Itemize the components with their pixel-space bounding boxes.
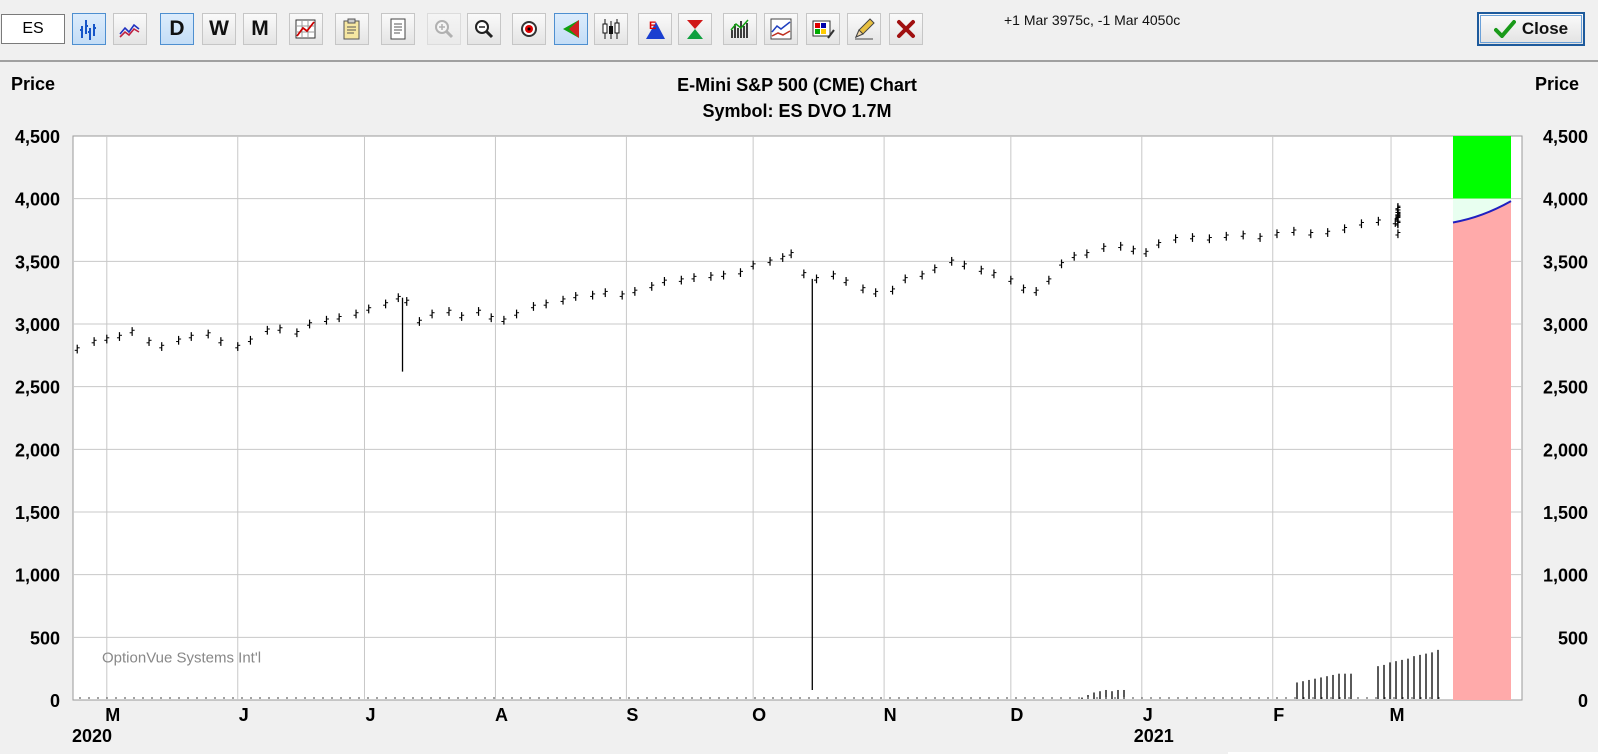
left-axis-title: Price bbox=[11, 74, 56, 94]
transition-zone bbox=[1453, 198, 1511, 223]
x-tick-label: M bbox=[105, 705, 120, 725]
x-tick-label: D bbox=[1010, 705, 1023, 725]
volume-button[interactable] bbox=[723, 13, 757, 45]
projection-line bbox=[1452, 200, 1512, 224]
y-tick-label-left: 3,000 bbox=[15, 315, 60, 335]
weekly-button-label: W bbox=[209, 17, 229, 40]
arrow-tool-button[interactable] bbox=[554, 13, 588, 45]
zoom-in-icon bbox=[435, 20, 454, 39]
line-chart-button[interactable] bbox=[113, 13, 147, 45]
symbol-input[interactable] bbox=[1, 14, 65, 44]
y-tick-label-left: 4,500 bbox=[15, 127, 60, 147]
y-tick-label-right: 4,500 bbox=[1543, 127, 1588, 147]
monthly-button-label: M bbox=[251, 17, 269, 40]
status-bar-edge bbox=[1228, 752, 1598, 754]
x-tick-label: S bbox=[626, 705, 638, 725]
target-icon bbox=[521, 21, 537, 37]
x-tick-label: J bbox=[239, 705, 249, 725]
y-tick-label-right: 4,000 bbox=[1543, 190, 1588, 210]
checkmark-icon bbox=[1493, 20, 1516, 38]
x-tick-label: N bbox=[884, 705, 897, 725]
print-button[interactable] bbox=[381, 13, 415, 45]
bar-chart-icon bbox=[80, 20, 96, 40]
draw-button[interactable] bbox=[847, 13, 881, 45]
y-tick-label-right: 2,000 bbox=[1543, 440, 1588, 460]
y-tick-label-right: 3,500 bbox=[1543, 252, 1588, 272]
delete-button[interactable] bbox=[889, 13, 923, 45]
chart-title: E-Mini S&P 500 (CME) Chart bbox=[677, 75, 917, 95]
x-tick-label: J bbox=[1143, 705, 1153, 725]
target-button[interactable] bbox=[512, 13, 546, 45]
earnings-button[interactable]: E bbox=[638, 13, 672, 45]
price-chart[interactable]: 0 0 500 500 1,000 1,000 1,500 1,500 2,000 2,000 2,… bbox=[0, 60, 1598, 754]
toolbar: D WM E +1 Mar 3975c, -1 Mar 4050c Close bbox=[0, 0, 1598, 62]
y-tick-label-left: 2,500 bbox=[15, 378, 60, 398]
y-tick-label-left: 2,000 bbox=[15, 440, 60, 460]
zoom-out-icon bbox=[475, 20, 494, 39]
pencil-icon bbox=[855, 18, 875, 40]
right-axis-title: Price bbox=[1535, 74, 1580, 94]
close-button[interactable]: Close bbox=[1477, 12, 1585, 46]
x-tick-label: F bbox=[1273, 705, 1284, 725]
candlestick-icon bbox=[602, 19, 620, 39]
indicators-button[interactable] bbox=[764, 13, 798, 45]
copy-button[interactable] bbox=[335, 13, 369, 45]
y-tick-label-left: 500 bbox=[30, 628, 60, 648]
green-arrow-icon bbox=[563, 20, 579, 38]
chart-subtitle: Symbol: ES DVO 1.7M bbox=[702, 101, 892, 121]
x-tick-label: M bbox=[1390, 705, 1405, 725]
hourglass-button[interactable] bbox=[678, 13, 712, 45]
clipboard-icon bbox=[343, 18, 360, 40]
year-label: 2020 bbox=[72, 726, 112, 746]
upper-zone bbox=[1453, 136, 1511, 199]
y-tick-label-right: 500 bbox=[1558, 628, 1588, 648]
monthly-button[interactable]: M bbox=[243, 13, 277, 45]
volume-bars-icon bbox=[730, 19, 749, 38]
y-tick-label-right: 1,000 bbox=[1543, 566, 1588, 586]
chart-grid-icon bbox=[295, 19, 316, 39]
x-tick-label: J bbox=[365, 705, 375, 725]
weekly-button[interactable]: W bbox=[202, 13, 236, 45]
hourglass-icon bbox=[687, 20, 703, 39]
indicator-chart-icon bbox=[770, 18, 792, 40]
year-label: 2021 bbox=[1134, 726, 1174, 746]
document-icon bbox=[390, 18, 406, 40]
y-tick-label-left: 4,000 bbox=[15, 190, 60, 210]
y-tick-label-right: 3,000 bbox=[1543, 315, 1588, 335]
y-tick-label-left: 1,000 bbox=[15, 566, 60, 586]
earnings-e-icon: E bbox=[646, 20, 665, 39]
zoom-in-button[interactable] bbox=[427, 13, 461, 45]
bar-chart-button[interactable] bbox=[72, 13, 106, 45]
position-note: +1 Mar 3975c, -1 Mar 4050c bbox=[1004, 12, 1181, 28]
daily-button[interactable]: D bbox=[160, 13, 194, 45]
chart-settings-button[interactable] bbox=[289, 13, 323, 45]
y-tick-label-left: 0 bbox=[50, 691, 60, 711]
y-tick-label-right: 2,500 bbox=[1543, 378, 1588, 398]
x-tick-label: A bbox=[495, 705, 508, 725]
y-tick-label-right: 0 bbox=[1578, 691, 1588, 711]
palette-icon bbox=[812, 20, 835, 39]
close-label: Close bbox=[1521, 19, 1569, 38]
red-x-icon bbox=[897, 20, 915, 38]
lower-zone bbox=[1453, 198, 1511, 700]
zoom-out-button[interactable] bbox=[467, 13, 501, 45]
colors-button[interactable] bbox=[806, 13, 840, 45]
y-tick-label-left: 3,500 bbox=[15, 252, 60, 272]
daily-button-label: D bbox=[169, 17, 185, 40]
x-tick-label: O bbox=[752, 705, 766, 725]
plot-area bbox=[72, 135, 1523, 701]
svg-text:E: E bbox=[649, 20, 656, 32]
watermark: OptionVue Systems Int'l bbox=[102, 649, 261, 666]
y-tick-label-left: 1,500 bbox=[15, 503, 60, 523]
y-tick-label-right: 1,500 bbox=[1543, 503, 1588, 523]
candlestick-button[interactable] bbox=[594, 13, 628, 45]
line-chart-icon bbox=[119, 23, 140, 38]
